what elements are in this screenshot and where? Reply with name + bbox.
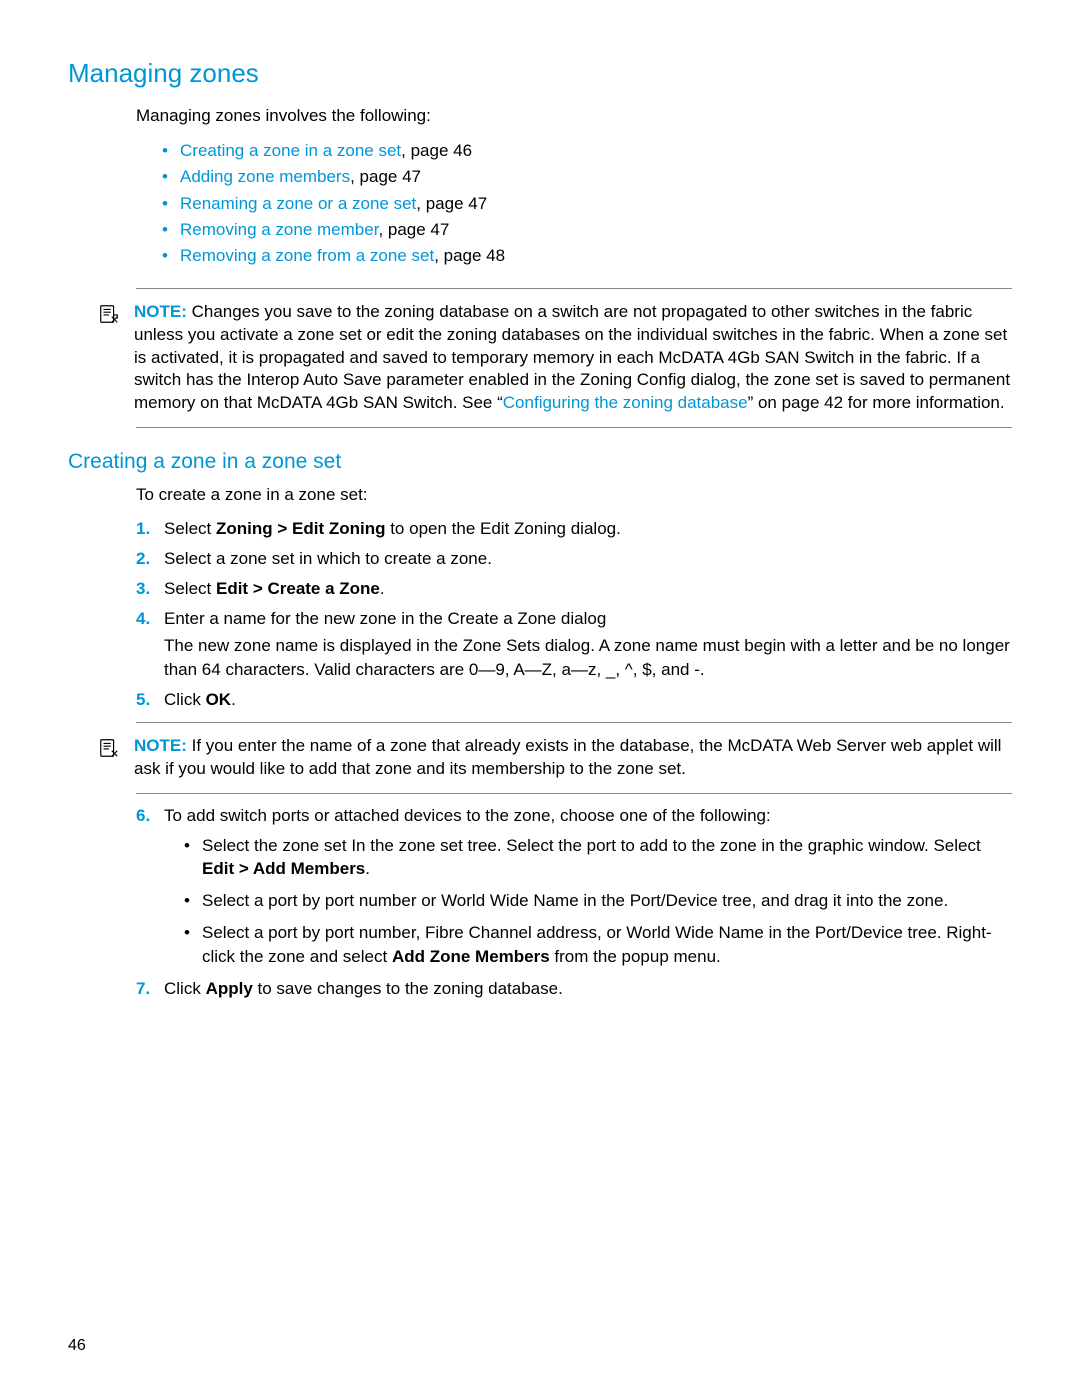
document-page: Managing zones Managing zones involves t…: [0, 0, 1080, 1397]
step-item: 4. Enter a name for the new zone in the …: [136, 607, 1012, 682]
toc-suffix: , page 47: [416, 194, 487, 213]
step-extra: The new zone name is displayed in the Zo…: [164, 634, 1012, 682]
sub-bullet-item: Select a port by port number, Fibre Chan…: [184, 921, 1012, 969]
step-item: 5. Click OK.: [136, 688, 1012, 712]
step-number: 1.: [136, 517, 150, 541]
steps-block: To create a zone in a zone set: 1. Selec…: [136, 484, 1012, 712]
step-bold: Edit > Create a Zone: [216, 579, 380, 598]
step-text: .: [380, 579, 385, 598]
step-text: to open the Edit Zoning dialog.: [385, 519, 620, 538]
step-text: Select: [164, 579, 216, 598]
step-bold: OK: [206, 690, 232, 709]
step-number: 6.: [136, 804, 150, 828]
note-link[interactable]: Configuring the zoning database: [503, 393, 748, 412]
intro-text: Managing zones involves the following:: [136, 105, 1012, 128]
intro-block: Managing zones involves the following: C…: [136, 105, 1012, 270]
divider: [136, 288, 1012, 289]
toc-item: Renaming a zone or a zone set, page 47: [162, 191, 1012, 217]
toc-item: Creating a zone in a zone set, page 46: [162, 138, 1012, 164]
step-text: .: [231, 690, 236, 709]
toc-item: Removing a zone from a zone set, page 48: [162, 243, 1012, 269]
step-text: Click: [164, 690, 206, 709]
divider: [136, 427, 1012, 428]
note-text: NOTE: If you enter the name of a zone th…: [134, 735, 1012, 781]
toc-item: Adding zone members, page 47: [162, 164, 1012, 190]
toc-suffix: , page 47: [378, 220, 449, 239]
toc-link[interactable]: Creating a zone in a zone set: [180, 141, 401, 160]
toc-list: Creating a zone in a zone set, page 46 A…: [162, 138, 1012, 270]
note-label: NOTE:: [134, 302, 187, 321]
sub-bold: Add Zone Members: [392, 947, 550, 966]
section-title: Creating a zone in a zone set: [68, 450, 1012, 474]
sub-text: Select a port by port number or World Wi…: [202, 891, 948, 910]
step-bold: Apply: [206, 979, 253, 998]
sub-bold: Edit > Add Members: [202, 859, 365, 878]
page-title: Managing zones: [68, 58, 1012, 89]
sub-bullet-item: Select a port by port number or World Wi…: [184, 889, 1012, 913]
note-body: If you enter the name of a zone that alr…: [134, 736, 1001, 778]
page-number: 46: [68, 1337, 86, 1355]
note-label: NOTE:: [134, 736, 187, 755]
note-block: NOTE: If you enter the name of a zone th…: [98, 735, 1012, 781]
toc-item: Removing a zone member, page 47: [162, 217, 1012, 243]
note-icon: [98, 301, 126, 416]
toc-link[interactable]: Removing a zone from a zone set: [180, 246, 434, 265]
toc-link[interactable]: Removing a zone member: [180, 220, 378, 239]
toc-suffix: , page 47: [350, 167, 421, 186]
step-bold: Zoning > Edit Zoning: [216, 519, 386, 538]
step-list: 6. To add switch ports or attached devic…: [136, 804, 1012, 1001]
sub-text: .: [365, 859, 370, 878]
toc-suffix: , page 46: [401, 141, 472, 160]
note-icon: [98, 735, 126, 781]
step-item: 6. To add switch ports or attached devic…: [136, 804, 1012, 969]
sub-intro: To create a zone in a zone set:: [136, 484, 1012, 507]
step-number: 7.: [136, 977, 150, 1001]
step-text: Select: [164, 519, 216, 538]
step-item: 2. Select a zone set in which to create …: [136, 547, 1012, 571]
step-number: 3.: [136, 577, 150, 601]
step-number: 2.: [136, 547, 150, 571]
step-text: Click: [164, 979, 206, 998]
toc-link[interactable]: Renaming a zone or a zone set: [180, 194, 416, 213]
sub-bullet-item: Select the zone set In the zone set tree…: [184, 834, 1012, 882]
step-text: To add switch ports or attached devices …: [164, 806, 771, 825]
sub-text: from the popup menu.: [550, 947, 721, 966]
step-item: 1. Select Zoning > Edit Zoning to open t…: [136, 517, 1012, 541]
toc-link[interactable]: Adding zone members: [180, 167, 350, 186]
step-item: 7. Click Apply to save changes to the zo…: [136, 977, 1012, 1001]
step-item: 3. Select Edit > Create a Zone.: [136, 577, 1012, 601]
sub-bullet-list: Select the zone set In the zone set tree…: [184, 834, 1012, 969]
steps-block-2: 6. To add switch ports or attached devic…: [136, 804, 1012, 1001]
note-block: NOTE: Changes you save to the zoning dat…: [98, 301, 1012, 416]
step-text: Select a zone set in which to create a z…: [164, 549, 492, 568]
step-list: 1. Select Zoning > Edit Zoning to open t…: [136, 517, 1012, 712]
note-body-post: ” on page 42 for more information.: [748, 393, 1005, 412]
note-text: NOTE: Changes you save to the zoning dat…: [134, 301, 1012, 416]
toc-suffix: , page 48: [434, 246, 505, 265]
divider: [136, 722, 1012, 723]
step-text: to save changes to the zoning database.: [253, 979, 563, 998]
divider: [136, 793, 1012, 794]
step-number: 5.: [136, 688, 150, 712]
sub-text: Select the zone set In the zone set tree…: [202, 836, 981, 855]
step-number: 4.: [136, 607, 150, 631]
step-text: Enter a name for the new zone in the Cre…: [164, 609, 606, 628]
